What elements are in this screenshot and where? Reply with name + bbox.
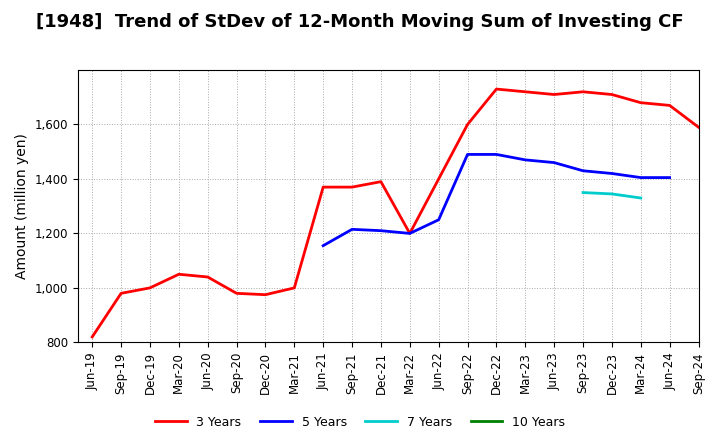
Text: [1948]  Trend of StDev of 12-Month Moving Sum of Investing CF: [1948] Trend of StDev of 12-Month Moving… bbox=[36, 13, 684, 31]
3 Years bbox=[492, 86, 500, 92]
3 Years bbox=[608, 92, 616, 97]
5 Years bbox=[608, 171, 616, 176]
Y-axis label: Amount (million yen): Amount (million yen) bbox=[15, 133, 29, 279]
3 Years bbox=[261, 292, 270, 297]
3 Years bbox=[203, 275, 212, 280]
5 Years bbox=[319, 243, 328, 248]
3 Years bbox=[463, 122, 472, 127]
5 Years bbox=[550, 160, 559, 165]
3 Years bbox=[145, 285, 154, 290]
5 Years bbox=[348, 227, 356, 232]
Line: 3 Years: 3 Years bbox=[92, 89, 698, 337]
3 Years bbox=[579, 89, 588, 95]
Line: 7 Years: 7 Years bbox=[583, 193, 641, 198]
5 Years bbox=[665, 175, 674, 180]
5 Years bbox=[434, 217, 443, 223]
Line: 5 Years: 5 Years bbox=[323, 154, 670, 246]
3 Years bbox=[550, 92, 559, 97]
5 Years bbox=[492, 152, 500, 157]
3 Years bbox=[405, 231, 414, 236]
3 Years bbox=[521, 89, 530, 95]
5 Years bbox=[377, 228, 385, 233]
7 Years bbox=[636, 195, 645, 201]
5 Years bbox=[405, 231, 414, 236]
3 Years bbox=[636, 100, 645, 105]
3 Years bbox=[377, 179, 385, 184]
3 Years bbox=[348, 184, 356, 190]
7 Years bbox=[608, 191, 616, 197]
Legend: 3 Years, 5 Years, 7 Years, 10 Years: 3 Years, 5 Years, 7 Years, 10 Years bbox=[150, 411, 570, 434]
3 Years bbox=[434, 176, 443, 182]
3 Years bbox=[319, 184, 328, 190]
3 Years bbox=[665, 103, 674, 108]
7 Years bbox=[579, 190, 588, 195]
5 Years bbox=[463, 152, 472, 157]
3 Years bbox=[117, 291, 125, 296]
5 Years bbox=[579, 168, 588, 173]
3 Years bbox=[88, 334, 96, 340]
3 Years bbox=[290, 285, 299, 290]
3 Years bbox=[233, 291, 241, 296]
5 Years bbox=[636, 175, 645, 180]
3 Years bbox=[174, 271, 183, 277]
5 Years bbox=[521, 157, 530, 162]
3 Years bbox=[694, 125, 703, 130]
